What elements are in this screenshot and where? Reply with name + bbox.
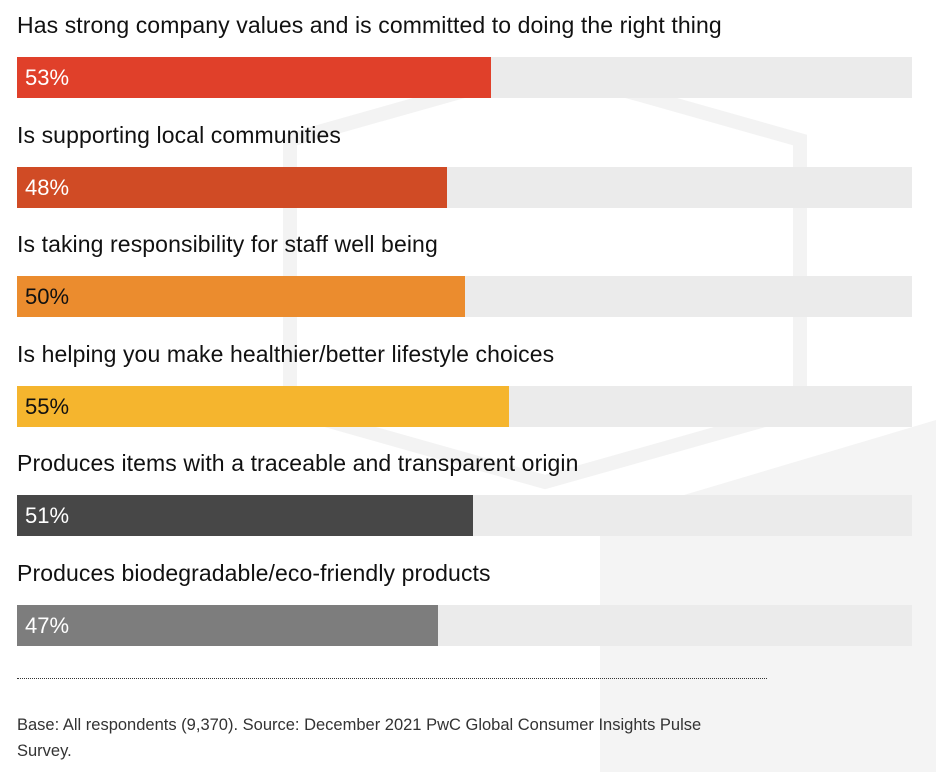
- hexagon-outline: [283, 60, 807, 490]
- bar-track: 51%: [17, 495, 912, 536]
- value-label: 48%: [25, 175, 70, 200]
- category-label: Is supporting local communities: [17, 122, 341, 148]
- bar-track: 47%: [17, 605, 912, 646]
- value-label: 51%: [25, 503, 70, 528]
- bar: 51%: [17, 495, 474, 536]
- category-label: Is helping you make healthier/better lif…: [17, 341, 555, 367]
- bar: 47%: [17, 605, 438, 646]
- bar-row: Is supporting local communities 48%: [17, 110, 912, 220]
- bar-row: Produces items with a traceable and tran…: [17, 438, 912, 548]
- bar: 53%: [17, 57, 492, 98]
- bar-track: 55%: [17, 386, 912, 427]
- source-footnote: Base: All respondents (9,370). Source: D…: [17, 716, 702, 760]
- category-label: Has strong company values and is committ…: [17, 12, 722, 38]
- category-label: Produces items with a traceable and tran…: [17, 450, 579, 476]
- value-label: 53%: [25, 65, 70, 90]
- value-label: 47%: [25, 613, 70, 638]
- bar-track: 48%: [17, 167, 912, 208]
- bar: 48%: [17, 167, 447, 208]
- bar-track: 50%: [17, 276, 912, 317]
- bar-row: Is taking responsibility for staff well …: [17, 219, 912, 329]
- bar: 50%: [17, 276, 465, 317]
- bar-track: 53%: [17, 57, 912, 98]
- value-label: 50%: [25, 284, 70, 309]
- bar-row: Has strong company values and is committ…: [17, 0, 912, 110]
- category-label: Produces biodegradable/eco-friendly prod…: [17, 560, 491, 586]
- bar-row: Produces biodegradable/eco-friendly prod…: [17, 548, 912, 658]
- category-label: Is taking responsibility for staff well …: [17, 231, 438, 257]
- divider-rule: [17, 678, 767, 679]
- bar: 55%: [17, 386, 510, 427]
- bar-row: Is helping you make healthier/better lif…: [17, 329, 912, 439]
- value-label: 55%: [25, 394, 70, 419]
